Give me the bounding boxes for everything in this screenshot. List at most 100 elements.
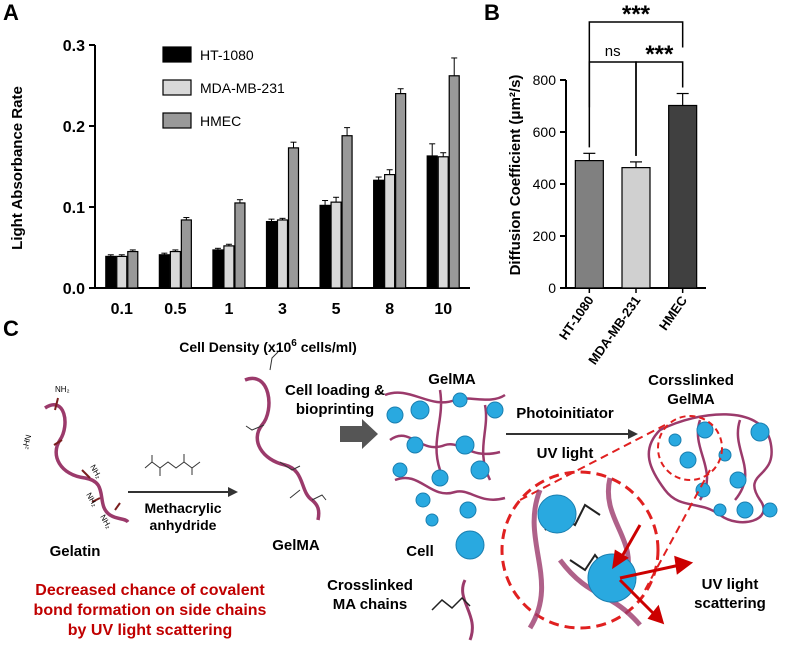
cell-circle bbox=[392, 462, 408, 478]
chart-b-xtick-label: HT-1080 bbox=[556, 293, 597, 342]
methacrylic-anhydride-structure bbox=[144, 454, 201, 476]
gelma-chain bbox=[244, 351, 327, 521]
scatter-line1: UV light bbox=[702, 576, 759, 593]
gelatin-chain: NH₂ ₂HN NH₂ NH₂ NH₂ bbox=[21, 385, 130, 530]
chart-b-significance-bracket bbox=[635, 61, 684, 156]
chart-a-bar bbox=[234, 202, 246, 289]
cell-circle bbox=[415, 492, 431, 508]
chart-a-xtick-label: 0.5 bbox=[164, 301, 186, 318]
loading-line2: bioprinting bbox=[296, 401, 374, 418]
cell-circle bbox=[695, 482, 711, 498]
cell-circle bbox=[679, 451, 697, 469]
zoom-source-circle bbox=[657, 415, 723, 481]
scatter-arrows bbox=[612, 524, 694, 625]
chart-a-legend-swatch bbox=[162, 79, 192, 96]
nh2-label: NH₂ bbox=[55, 385, 70, 394]
crosslinked-chain-piece bbox=[461, 579, 474, 641]
chart-a-bar bbox=[287, 147, 300, 289]
uv-arrowhead bbox=[628, 429, 638, 439]
chart-b-significance-label: ns bbox=[605, 43, 621, 60]
chart-a-ytick-label: 0.2 bbox=[63, 119, 85, 136]
gelma-top-label: GelMA bbox=[428, 371, 476, 388]
chart-a-bar bbox=[158, 254, 170, 289]
chart-a-legend-swatch bbox=[162, 46, 192, 63]
chart-a-ytick-label: 0.0 bbox=[63, 281, 85, 298]
cell-circle bbox=[459, 501, 477, 519]
chart-a-legend-swatch bbox=[162, 112, 192, 129]
chart-a-bar bbox=[169, 250, 181, 289]
process-arrow bbox=[340, 419, 378, 449]
reagent-line1: Methacrylic bbox=[144, 500, 221, 516]
zoom-line-1 bbox=[519, 424, 666, 501]
cell-circle bbox=[696, 421, 714, 439]
chart-a-bar bbox=[276, 219, 289, 289]
chart-a-legend-label: MDA-MB-231 bbox=[200, 80, 285, 96]
panel-letter-b: B bbox=[484, 0, 500, 25]
cell-circle bbox=[762, 502, 778, 518]
cells-network bbox=[668, 421, 778, 519]
zoom-cell-large bbox=[587, 553, 637, 603]
chart-a: Light Absorbance Rate Cell Density (x106… bbox=[9, 38, 470, 355]
zoom-cell-small bbox=[537, 494, 577, 534]
chart-a-legend: HT-1080 MDA-MB-231 HMEC bbox=[162, 46, 285, 129]
zoom-circle bbox=[500, 470, 660, 630]
uv-light-label: UV light bbox=[537, 445, 594, 462]
chart-a-bar bbox=[373, 179, 385, 289]
cell-circle bbox=[455, 530, 485, 560]
corsslinked-line1: Corsslinked bbox=[648, 372, 734, 389]
chart-b-bars bbox=[574, 92, 698, 289]
chart-a-legend-label: HT-1080 bbox=[200, 47, 254, 63]
chart-a-xtick-label: 3 bbox=[278, 301, 287, 318]
crosslinked-line2: MA chains bbox=[333, 596, 407, 613]
chart-a-bar bbox=[105, 255, 117, 289]
chart-b-ytick-label: 400 bbox=[533, 176, 557, 192]
chart-a-ytick-label: 0.1 bbox=[63, 200, 85, 217]
chart-b-significance-label: *** bbox=[622, 1, 651, 28]
ma-chain-piece bbox=[431, 596, 471, 611]
cell-circle bbox=[410, 400, 430, 420]
chart-b-significance-bracket bbox=[588, 61, 637, 156]
chart-a-bar bbox=[426, 155, 438, 289]
chart-a-bar bbox=[448, 75, 460, 289]
gelma-label: GelMA bbox=[272, 537, 320, 554]
zoom-line-2 bbox=[644, 469, 711, 591]
cell-circle bbox=[425, 513, 439, 527]
h2n-label: ₂HN bbox=[21, 433, 34, 450]
note-line1: Decreased chance of covalent bbox=[35, 582, 265, 599]
scatter-line2: scattering bbox=[694, 595, 766, 612]
panel-letter-c: C bbox=[3, 316, 19, 341]
cell-circle bbox=[455, 435, 475, 455]
chart-b: Diffusion Coefficient (μm²/s) 0 200 400 600… bbox=[507, 1, 706, 367]
note-line2: bond formation on side chains bbox=[34, 602, 267, 619]
chart-a-bar bbox=[330, 201, 342, 289]
panel-letter-a: A bbox=[3, 0, 19, 25]
chart-a-ytick-label: 0.3 bbox=[63, 38, 85, 55]
nh2-label-3: NH₂ bbox=[84, 491, 99, 508]
chart-b-significance: ***ns *** bbox=[588, 1, 684, 156]
chart-b-significance-label: *** bbox=[645, 41, 674, 68]
cell-circle bbox=[386, 406, 404, 424]
chart-a-xtick-label: 10 bbox=[434, 301, 452, 318]
cells-cluster bbox=[386, 392, 504, 560]
cell-circle bbox=[470, 460, 490, 480]
cell-circle bbox=[486, 401, 504, 419]
chart-a-bar bbox=[223, 245, 235, 289]
gelatin-label: Gelatin bbox=[50, 543, 101, 560]
photoinitiator-label: Photoinitiator bbox=[516, 405, 614, 422]
cell-label: Cell bbox=[406, 543, 434, 560]
chart-b-xtick-label: HMEC bbox=[656, 293, 691, 333]
cell-circle bbox=[431, 469, 449, 487]
schematic-panel-c: NH₂ ₂HN NH₂ NH₂ NH₂ Gelatin Methacrylic … bbox=[21, 351, 778, 641]
chart-a-bar bbox=[384, 174, 396, 289]
chart-a-bar bbox=[116, 255, 128, 289]
chart-b-ytick-label: 0 bbox=[548, 280, 556, 296]
chart-a-bar bbox=[127, 250, 139, 289]
cell-circle bbox=[736, 501, 754, 519]
cell-circle bbox=[729, 471, 747, 489]
chart-a-legend-label: HMEC bbox=[200, 113, 241, 129]
corsslinked-line2: GelMA bbox=[667, 391, 715, 408]
chart-b-ytick-label: 200 bbox=[533, 228, 557, 244]
note-line3: by UV light scattering bbox=[68, 622, 232, 639]
chart-b-bar bbox=[574, 160, 604, 289]
